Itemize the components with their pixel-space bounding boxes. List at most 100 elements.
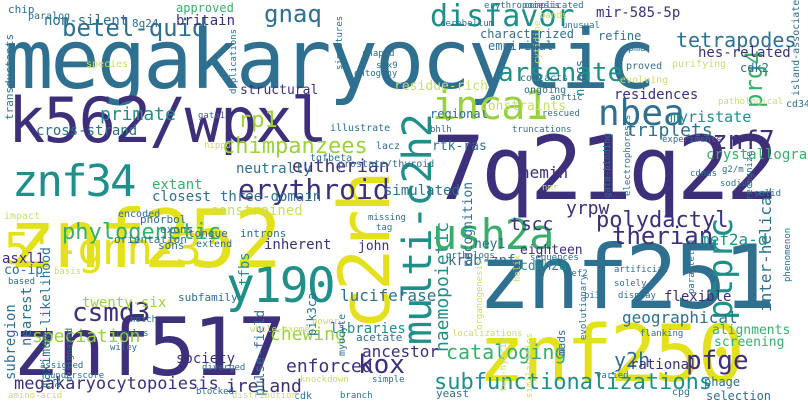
word: co-ip (4, 263, 44, 278)
word: contacts (520, 73, 569, 84)
word: shaped (362, 49, 395, 59)
word: evolutionary (579, 274, 589, 340)
word: paralleled (687, 239, 697, 294)
word: species (86, 59, 129, 70)
word: betel-quid (62, 14, 207, 42)
word: nspcs (573, 59, 587, 96)
word: rational (630, 357, 698, 373)
word: duplications (229, 28, 239, 94)
word: complicated (524, 1, 584, 11)
word: rtk-ras (432, 139, 487, 154)
word: three-domain (220, 189, 322, 205)
word: lacz (376, 141, 401, 152)
word: power (312, 317, 340, 327)
word: cdk2 (740, 61, 769, 75)
word: residences (614, 87, 699, 103)
word: znf517 (12, 301, 286, 394)
word: screening (714, 335, 785, 350)
word: sons (158, 239, 185, 252)
word: residue-rich (394, 79, 488, 94)
word: solely (614, 279, 647, 289)
word: basis (54, 267, 82, 277)
word: flexible (664, 289, 732, 305)
word: mef2a-d (700, 230, 768, 249)
word: artificial (614, 265, 669, 275)
word: tetrapodes (676, 28, 797, 52)
word: pi3k (584, 291, 606, 301)
word: unusual (562, 21, 600, 31)
word: branch (340, 391, 373, 401)
word: arsenate (498, 58, 624, 88)
word: asxl1 (2, 251, 45, 267)
word: amino-acid (8, 391, 63, 401)
word: simple (372, 375, 405, 385)
word: based (8, 277, 36, 287)
word: ancestor (362, 342, 440, 361)
word: impact (4, 211, 41, 222)
word: john (358, 239, 390, 254)
word: triplets (626, 120, 713, 141)
word: electrophoresis (623, 114, 633, 196)
word: illustrate (330, 123, 391, 134)
word: encoded (118, 209, 161, 220)
word: diverged (202, 363, 246, 373)
word: sequences (530, 253, 579, 263)
word: pma (628, 43, 647, 54)
word: paralog (28, 11, 71, 22)
word: megakaryocytic (4, 13, 656, 108)
word: therian (612, 222, 714, 250)
word: polydactyl (596, 208, 729, 233)
word: whole-exome (250, 325, 310, 335)
word: ontogeny (354, 69, 398, 79)
word: nmr (542, 183, 559, 193)
word: cerebellum (440, 19, 495, 29)
word: ongoing (524, 85, 567, 96)
word: eighteen (520, 243, 583, 258)
word: pathological (718, 97, 784, 107)
word: hes-related (698, 45, 791, 61)
word: gata1 (198, 111, 226, 121)
word: transductants (3, 33, 16, 120)
word: prostate/thyroid (338, 159, 435, 170)
word: myocyte (337, 313, 348, 356)
word: yrpw (566, 198, 610, 219)
word: enforced (286, 356, 373, 377)
word: island-associated (791, 0, 802, 96)
word: cytidine (533, 20, 543, 64)
word: knockdown (300, 375, 349, 385)
word: subfamily (178, 291, 238, 304)
word: orientation (114, 233, 187, 246)
word: krab-znf (448, 253, 516, 269)
word: tscc (510, 214, 554, 235)
word: approved (176, 1, 234, 15)
word: k562/wpxl (8, 84, 328, 157)
word: gnaq (264, 0, 322, 28)
word: distribution (232, 391, 298, 401)
word: nearest (19, 286, 35, 346)
word: characterized (480, 27, 574, 41)
word: similarities (525, 332, 535, 398)
word: chip (8, 3, 35, 16)
word: nbea (598, 93, 685, 134)
word: subregion (3, 304, 19, 380)
word: evolving (620, 75, 669, 86)
word: acetate (356, 331, 403, 344)
word: znf34 (12, 156, 136, 207)
word: closest (152, 189, 212, 205)
word: localizations (452, 329, 523, 339)
word: luciferase (340, 286, 437, 305)
word: two-hybrid (499, 337, 509, 392)
word: assigned (40, 361, 84, 371)
word: chimpanzees (222, 134, 368, 159)
word: proved (626, 61, 663, 72)
word: ireland (226, 376, 302, 397)
word: g2/m (722, 165, 744, 175)
word: ush2a (432, 210, 554, 259)
word: znf252 (8, 193, 282, 286)
word: inter-helical (756, 186, 775, 312)
word: myristate (670, 108, 752, 126)
word: bhlh (430, 125, 452, 135)
word: varied (596, 371, 629, 381)
word: eutherian (292, 156, 390, 177)
word: cd34 (786, 99, 808, 110)
